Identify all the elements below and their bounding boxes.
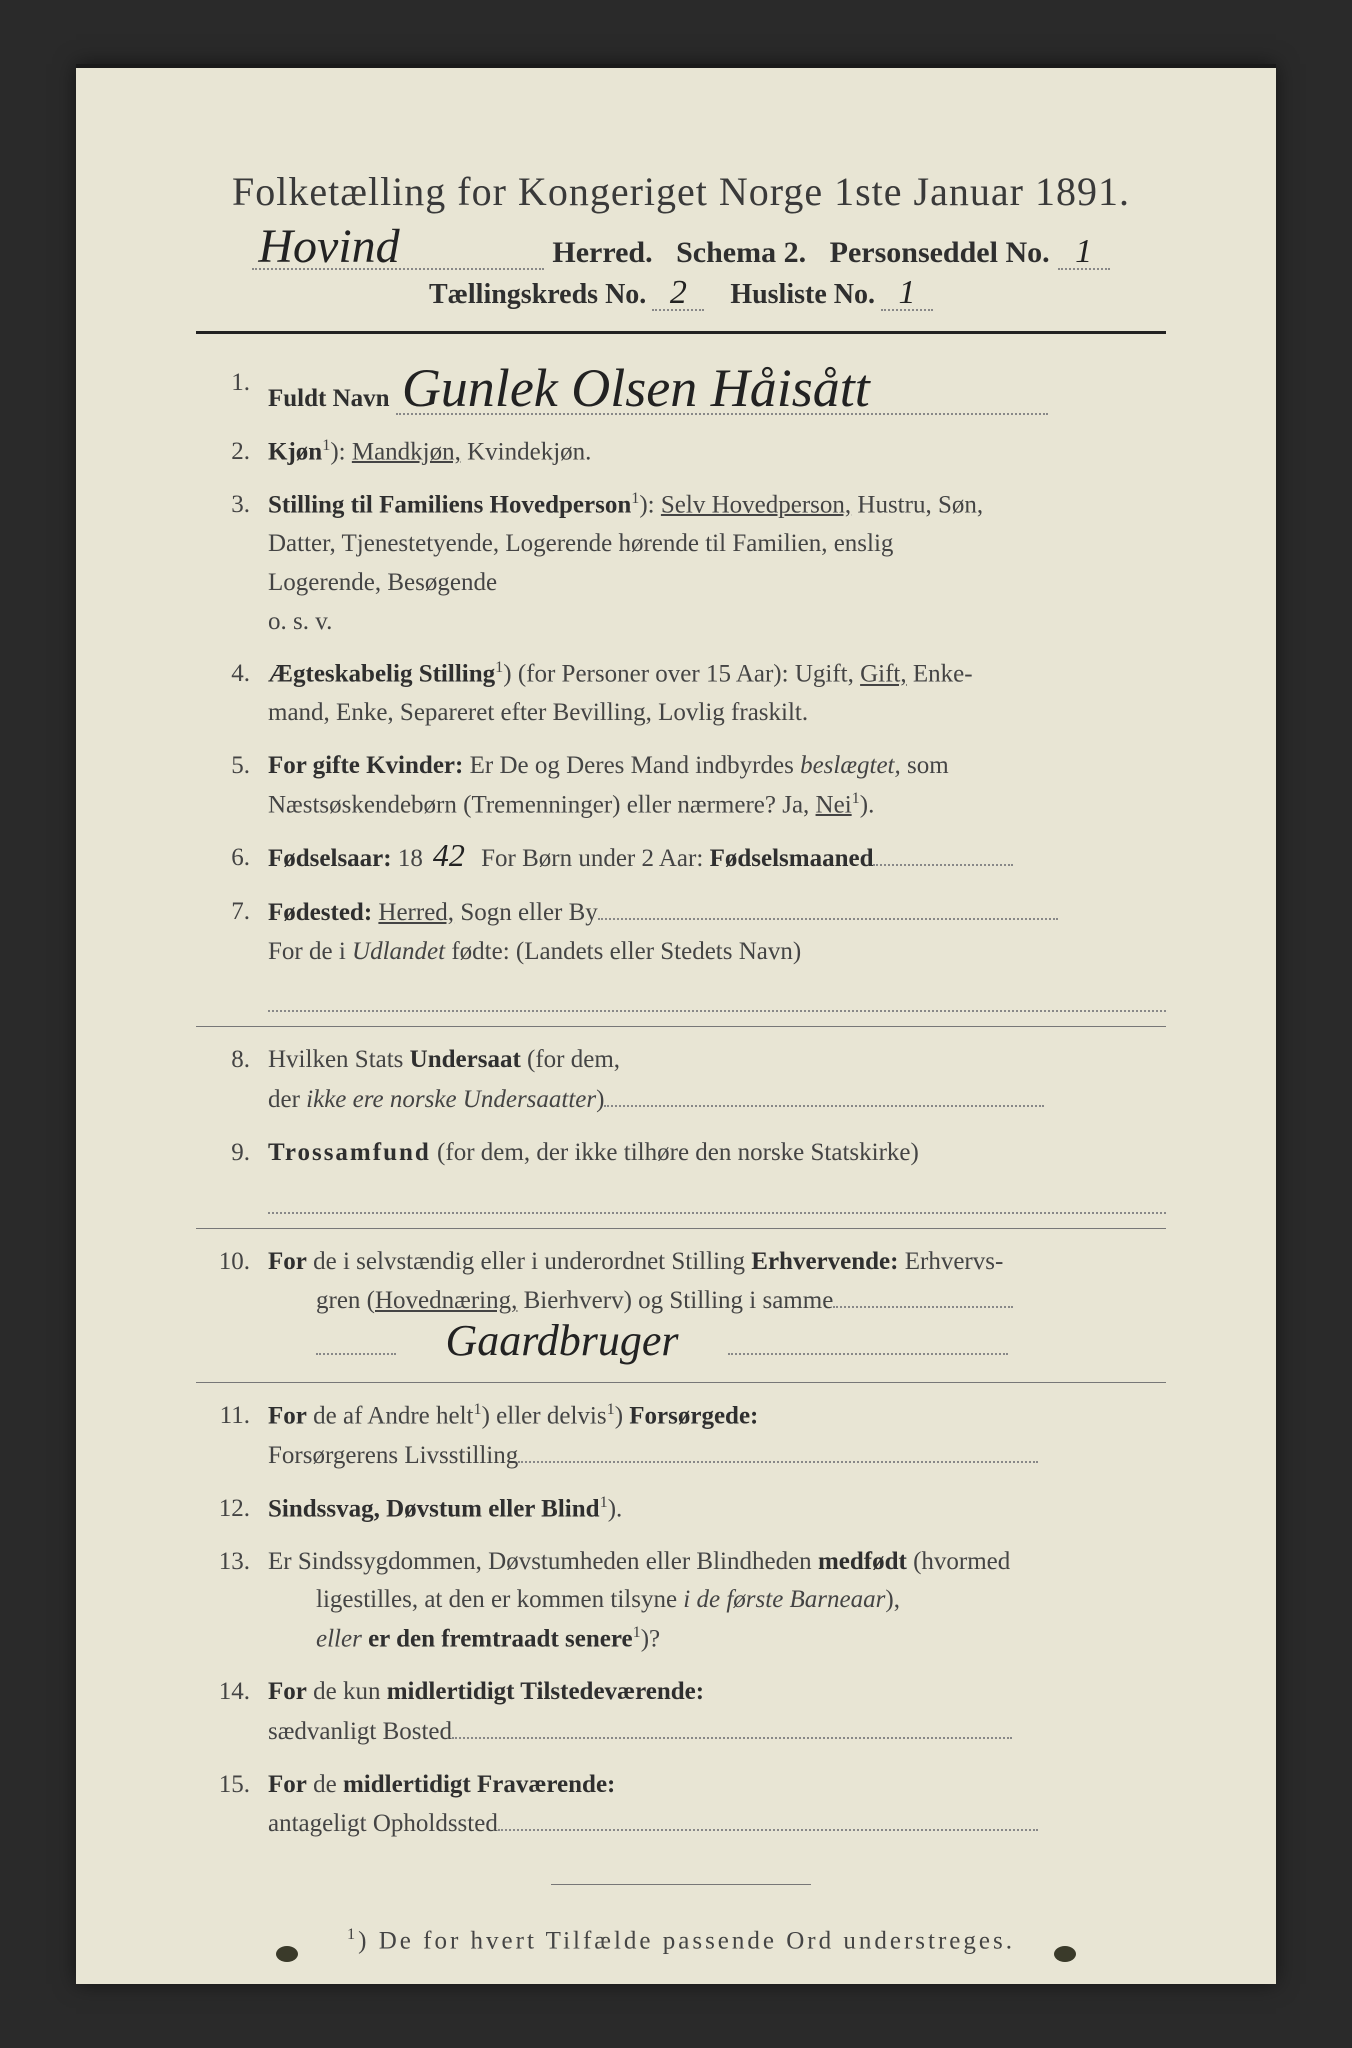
item-1: 1. Fuldt Navn Gunlek Olsen Håisått	[196, 364, 1166, 419]
personseddel-label: Personseddel No.	[830, 236, 1050, 270]
item-5: 5. For gifte Kvinder: Er De og Deres Man…	[196, 747, 1166, 825]
item-7: 7. Fødested: Herred, Sogn eller By For d…	[196, 893, 1166, 1013]
section-divider-2	[196, 1228, 1166, 1229]
beslaegtet-selected: Nei	[816, 791, 852, 818]
hole-icon	[1054, 1946, 1076, 1962]
item-11: 11. For de af Andre helt1) eller delvis1…	[196, 1397, 1166, 1476]
item-2: 2. Kjøn1): Mandkjøn, Kvindekjøn.	[196, 433, 1166, 472]
husliste-no: 1	[881, 278, 933, 311]
item-13: 13. Er Sindssygdommen, Døvstumheden elle…	[196, 1543, 1166, 1660]
kjon-selected: Mandkjøn,	[352, 438, 461, 465]
birthyear-handwritten: 42	[423, 841, 475, 870]
schema-label: Schema 2.	[676, 236, 806, 270]
hole-icon	[276, 1946, 298, 1962]
occupation-handwritten: Gaardbruger	[396, 1321, 728, 1361]
census-form-page: Folketælling for Kongeriget Norge 1ste J…	[76, 64, 1276, 1984]
kreds-no: 2	[652, 278, 704, 311]
label-fuldt-navn: Fuldt Navn	[268, 385, 390, 412]
item-9: 9. Trossamfund (for dem, der ikke tilhør…	[196, 1134, 1166, 1214]
section-divider-1	[196, 1026, 1166, 1027]
binding-holes	[76, 1946, 1276, 1962]
fodested-selected: Herred,	[378, 899, 454, 926]
item-12: 12. Sindssvag, Døvstum eller Blind1).	[196, 1490, 1166, 1529]
herred-label: Herred.	[552, 236, 652, 270]
personseddel-no: 1	[1058, 237, 1110, 270]
kreds-line: Tællingskreds No. 2 Husliste No. 1	[196, 278, 1166, 311]
item-3: 3. Stilling til Familiens Hovedperson1):…	[196, 486, 1166, 641]
section-divider-3	[196, 1382, 1166, 1383]
herred-handwritten: Hovind	[252, 225, 544, 270]
item-15: 15. For de midlertidigt Fraværende: anta…	[196, 1766, 1166, 1845]
husliste-label: Husliste No.	[730, 279, 875, 311]
header-divider	[196, 331, 1166, 334]
footnote-divider	[551, 1884, 811, 1885]
form-items: 1. Fuldt Navn Gunlek Olsen Håisått 2. Kj…	[196, 364, 1166, 1844]
kreds-label: Tællingskreds No.	[429, 279, 646, 311]
stilling-selected: Selv Hovedperson,	[661, 491, 851, 518]
herred-line: Hovind Herred. Schema 2. Personseddel No…	[196, 225, 1166, 270]
item-8: 8. Hvilken Stats Undersaat (for dem, der…	[196, 1041, 1166, 1120]
full-name-handwritten: Gunlek Olsen Håisått	[396, 364, 1048, 415]
form-title: Folketælling for Kongeriget Norge 1ste J…	[196, 168, 1166, 215]
item-4: 4. Ægteskabelig Stilling1) (for Personer…	[196, 655, 1166, 733]
item-14: 14. For de kun midlertidigt Tilstedevære…	[196, 1673, 1166, 1752]
item-10: 10. For de i selvstændig eller i underor…	[196, 1243, 1166, 1368]
form-header: Folketælling for Kongeriget Norge 1ste J…	[196, 168, 1166, 311]
erhverv-selected: Hovednæring,	[375, 1287, 517, 1314]
marital-selected: Gift,	[860, 661, 907, 688]
item-6: 6. Fødselsaar: 1842 For Børn under 2 Aar…	[196, 839, 1166, 879]
